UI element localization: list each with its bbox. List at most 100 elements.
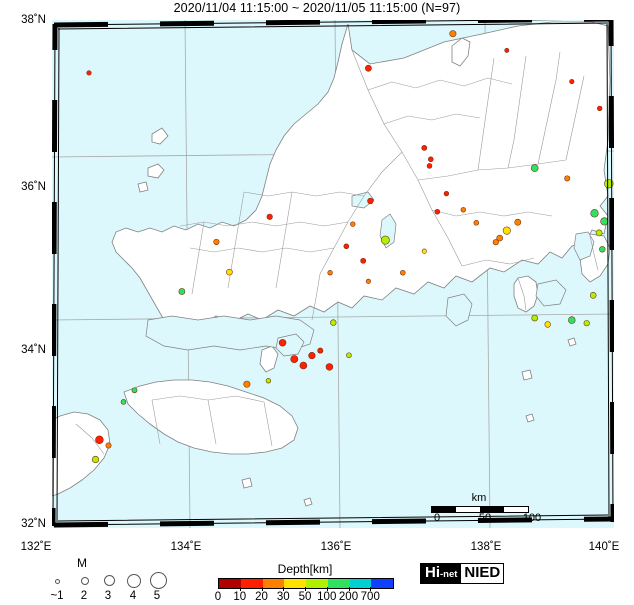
- depth-colorbar-label: 10: [233, 591, 247, 603]
- hinet-nied-logo: Hi -net NIED: [420, 563, 505, 584]
- depth-colorbar-segment: [219, 579, 241, 588]
- epicenter-marker: [91, 455, 100, 464]
- epicenter-marker: [178, 288, 186, 295]
- epicenter-marker: [226, 268, 233, 276]
- depth-legend: Depth[km] 0 10 20 30 50 100 200 700: [214, 562, 400, 605]
- magnitude-label-5: 5: [153, 590, 161, 602]
- depth-colorbar-segment: [349, 579, 372, 588]
- depth-colorbar-label: 50: [298, 591, 312, 603]
- depth-colorbar-segment: [240, 579, 263, 588]
- epicenter-marker: [343, 243, 350, 250]
- depth-colorbar-label: 700: [360, 591, 380, 603]
- depth-colorbar-labels: 0 10 20 30 50 100 200 700: [214, 591, 404, 605]
- magnitude-symbol-3: [104, 575, 115, 586]
- scale-bar-unit: km: [471, 492, 487, 504]
- epicenter-marker: [599, 246, 606, 253]
- epicenter-marker: [400, 269, 406, 276]
- axis-label-lon-134: 134˚E: [170, 541, 202, 553]
- magnitude-symbol-5: [150, 572, 167, 589]
- depth-colorbar: [218, 578, 394, 589]
- epicenter-marker: [421, 248, 427, 254]
- map-frame: [52, 20, 614, 528]
- axis-label-lat-36: 36˚N: [21, 181, 46, 193]
- depth-legend-title: Depth[km]: [277, 562, 333, 576]
- epicenter-marker: [460, 207, 466, 213]
- epicenter-marker: [544, 321, 551, 328]
- epicenter-marker: [346, 352, 352, 358]
- depth-colorbar-tick: [348, 587, 350, 591]
- depth-colorbar-tick: [261, 587, 263, 591]
- axis-label-lon-140: 140˚E: [588, 541, 620, 553]
- epicenter-marker: [473, 220, 480, 226]
- depth-colorbar-tick: [239, 587, 241, 591]
- depth-colorbar-segment: [284, 579, 306, 588]
- epicenter-marker: [502, 226, 511, 235]
- depth-colorbar-label: 20: [255, 591, 268, 603]
- epicenter-marker: [496, 234, 503, 242]
- epicenter-marker: [86, 70, 92, 76]
- epicenter-marker: [568, 316, 576, 324]
- epicenter-marker: [265, 378, 272, 384]
- epicenter-marker: [380, 235, 390, 245]
- scale-tick-0: 0: [433, 512, 441, 524]
- axis-label-lon-136: 136˚E: [320, 541, 352, 553]
- epicenter-marker: [95, 435, 104, 445]
- epicenter-marker: [569, 79, 575, 85]
- magnitude-legend: M ~1 2 3 4 5: [34, 556, 174, 605]
- epicenter-marker: [530, 164, 539, 172]
- nied-logo-part: NIED: [460, 564, 504, 583]
- epicenter-marker: [213, 238, 220, 245]
- seismicity-map[interactable]: [52, 20, 614, 528]
- magnitude-legend-labels: ~1 2 3 4 5: [34, 590, 174, 605]
- depth-colorbar-ticks: [218, 587, 392, 591]
- depth-colorbar-tick: [326, 587, 328, 591]
- epicenter-marker: [564, 175, 571, 182]
- magnitude-symbol-2: [81, 577, 89, 585]
- epicenter-marker: [330, 319, 337, 326]
- epicenter-marker: [583, 320, 590, 327]
- hinet-logo-net: -net: [440, 569, 458, 580]
- axis-label-lat-34: 34˚N: [21, 344, 46, 356]
- epicenter-marker: [514, 218, 522, 226]
- depth-colorbar-segment: [262, 579, 285, 588]
- epicenter-marker: [590, 209, 599, 218]
- epicenter-marker: [426, 163, 433, 169]
- axis-label-lat-32: 32˚N: [21, 518, 46, 530]
- depth-colorbar-tick: [283, 587, 285, 591]
- landmass-layer: [52, 21, 611, 507]
- magnitude-label-1: ~1: [50, 590, 64, 602]
- magnitude-legend-title: M: [77, 556, 87, 570]
- epicenter-marker: [504, 47, 510, 53]
- epicenter-marker: [350, 221, 356, 227]
- axis-label-lon-132: 132˚E: [20, 541, 52, 553]
- epicenter-marker: [531, 314, 538, 322]
- epicenter-marker: [597, 105, 603, 112]
- epicenter-marker: [365, 64, 372, 72]
- depth-colorbar-segment: [371, 579, 393, 588]
- epicenter-marker: [327, 270, 333, 276]
- scale-tick-100: 100: [522, 512, 542, 524]
- epicenter-marker: [299, 361, 308, 370]
- epicenter-marker: [360, 257, 367, 264]
- epicenter-marker: [105, 442, 112, 449]
- epicenter-marker: [365, 278, 371, 284]
- epicenter-marker: [595, 229, 603, 237]
- depth-colorbar-segment: [327, 579, 350, 588]
- hinet-logo-hi: Hi: [425, 564, 440, 581]
- page-title: 2020/11/04 11:15:00 ~ 2020/11/05 11:15:0…: [173, 1, 461, 15]
- axis-label-lon-138: 138˚E: [470, 541, 502, 553]
- axis-label-lat-38: 38˚N: [21, 14, 46, 26]
- scale-bar: km 0 50 100: [425, 492, 541, 526]
- magnitude-legend-symbols: [34, 571, 174, 589]
- epicenter-marker: [492, 239, 499, 246]
- epicenter-marker: [243, 380, 251, 388]
- epicenter-marker: [290, 355, 299, 364]
- epicenter-marker: [367, 197, 374, 205]
- depth-colorbar-label: 30: [276, 591, 290, 603]
- depth-colorbar-label: 0: [214, 591, 222, 603]
- hinet-logo-part: Hi -net: [421, 564, 461, 583]
- depth-colorbar-segment: [306, 579, 328, 588]
- epicenter-marker: [266, 213, 273, 220]
- magnitude-label-2: 2: [80, 590, 88, 602]
- epicenter-layer: [86, 30, 614, 464]
